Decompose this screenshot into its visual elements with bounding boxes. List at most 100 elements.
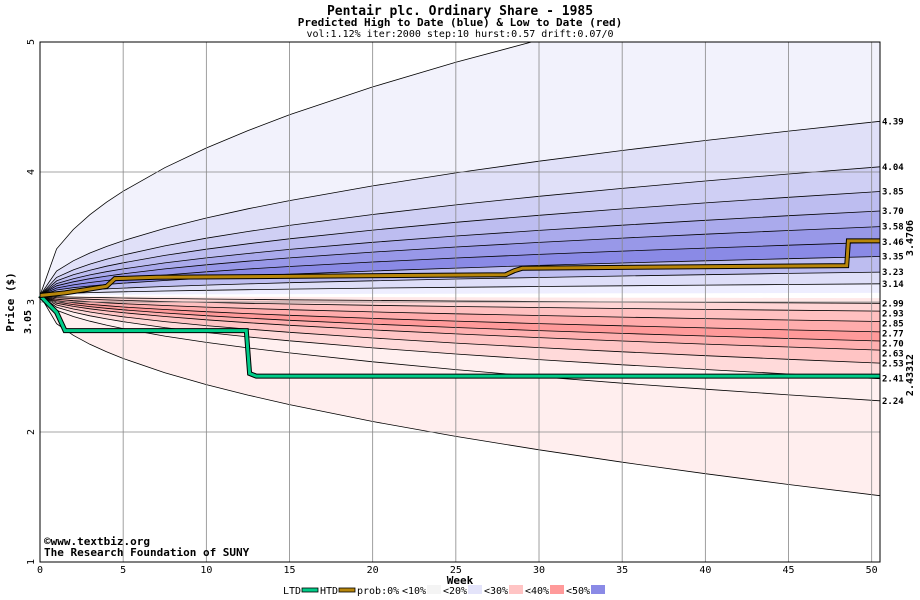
- band-end-label: 3.58: [882, 223, 904, 233]
- band-end-label: 2.53: [882, 359, 904, 369]
- band-boundary-line: [40, 295, 880, 322]
- legend-label: prob:0%: [357, 586, 399, 597]
- band-end-labels: 4.39 4.04 3.85 3.70 3.58 3.46 3.35 3.23 3.14 2.99…: [882, 117, 904, 407]
- low-band-fill: [40, 295, 880, 341]
- x-tick-label: 45: [782, 565, 794, 576]
- band-end-label: 3.14: [882, 280, 904, 290]
- band-end-label: 2.93: [882, 309, 904, 319]
- y-tick-label: 3: [26, 299, 37, 305]
- x-tick-label: 5: [120, 565, 126, 576]
- x-tick-label: 30: [533, 565, 545, 576]
- band-boundary-line: [40, 226, 880, 296]
- band-boundary-line: [40, 210, 880, 296]
- high-band-fill: [40, 42, 880, 296]
- band-end-label: 2.41: [882, 375, 904, 385]
- chart-title: Pentair plc. Ordinary Share - 1985: [327, 4, 593, 19]
- credit-line-2: The Research Foundation of SUNY: [44, 546, 250, 559]
- band-end-label: 2.63: [882, 349, 904, 359]
- band-boundary-line: [40, 166, 880, 296]
- legend-color-swatch: [550, 585, 564, 594]
- band-end-label: 2.70: [882, 339, 904, 349]
- x-tick-label: 50: [866, 565, 878, 576]
- legend: LTD HTD prob:0% <10% <20% <30% <40% <50%: [283, 585, 605, 597]
- y-axis-ticks: 1 2 3 4 5: [26, 39, 37, 565]
- high-band-fill: [40, 226, 880, 296]
- band-boundary-line: [40, 191, 880, 296]
- x-tick-label: 20: [367, 565, 379, 576]
- start-price-label: 3.05: [23, 310, 34, 334]
- band-end-label: 3.23: [882, 268, 904, 278]
- legend-color-swatch: [591, 585, 605, 594]
- plot-frame: [39, 41, 881, 563]
- band-boundary-line: [40, 283, 880, 296]
- legend-label: <20%: [443, 586, 467, 597]
- credit-line-1: ©www.textbiz.org: [44, 535, 150, 548]
- y-tick-label: 1: [26, 559, 37, 565]
- legend-color-swatch: [509, 585, 523, 594]
- low-band-fill: [40, 295, 880, 304]
- high-band-fill: [40, 211, 880, 296]
- htd-final-label: 3.4706: [905, 220, 916, 256]
- band-boundary-line: [40, 295, 880, 342]
- x-tick-label: 0: [37, 565, 43, 576]
- high-band-fill: [40, 121, 880, 296]
- y-tick-label: 2: [26, 429, 37, 435]
- band-end-label: 2.24: [882, 397, 904, 407]
- ltd-line: [38, 294, 880, 378]
- band-end-label: 3.70: [882, 207, 904, 217]
- x-axis-label: Week: [447, 574, 474, 587]
- band-end-label: 4.39: [882, 117, 904, 127]
- legend-label: <10%: [402, 586, 426, 597]
- band-end-label: 3.46: [882, 238, 904, 248]
- legend-line-swatch: [301, 587, 319, 593]
- legend-label: <50%: [566, 586, 590, 597]
- high-band-fill: [40, 242, 880, 296]
- band-end-label: 3.85: [882, 188, 904, 198]
- band-boundary-line: [40, 295, 880, 351]
- low-band-fill: [40, 295, 880, 364]
- band-end-label: 2.77: [882, 329, 904, 339]
- legend-label: <40%: [525, 586, 549, 597]
- low-band-fill: [40, 295, 880, 496]
- low-band-fill: [40, 295, 880, 379]
- band-boundary-line: [40, 295, 880, 333]
- x-tick-label: 25: [450, 565, 462, 576]
- x-tick-label: 40: [699, 565, 711, 576]
- high-band-fill: [40, 191, 880, 296]
- y-axis-label: Price ($): [4, 272, 17, 332]
- low-band-fill: [40, 295, 880, 332]
- legend-label: <30%: [484, 586, 508, 597]
- legend-line-swatch: [338, 587, 356, 593]
- probability-bands: [40, 42, 880, 496]
- x-tick-label: 15: [283, 565, 295, 576]
- legend-color-swatch: [427, 585, 441, 594]
- band-end-label: 2.85: [882, 319, 904, 329]
- y-tick-label: 5: [26, 39, 37, 45]
- high-band-fill: [40, 283, 880, 296]
- low-band-fill: [40, 295, 880, 351]
- band-end-label: 3.35: [882, 253, 904, 263]
- chart-params: vol:1.12% iter:2000 step:10 hurst:0.57 d…: [306, 29, 613, 40]
- band-boundary-line: [40, 241, 880, 296]
- band-boundary-line: [40, 295, 880, 497]
- htd-line: [39, 239, 880, 297]
- series-lines: [38, 238, 880, 379]
- band-boundary-line: [40, 120, 880, 296]
- legend-label: LTD: [283, 586, 301, 597]
- ltd-final-label: 2.43312: [905, 354, 916, 396]
- band-end-label: 4.04: [882, 163, 904, 173]
- band-end-label: 2.99: [882, 299, 904, 309]
- band-boundary-line: [40, 295, 880, 312]
- x-axis-ticks: 0 5 10 15 20 25 30 35 40 45 50: [37, 565, 878, 576]
- high-band-fill: [40, 166, 880, 296]
- low-band-fill: [40, 295, 880, 322]
- y-tick-label: 4: [26, 169, 37, 175]
- chart-subtitle: Predicted High to Date (blue) & Low to D…: [298, 16, 623, 29]
- low-band-fill: [40, 295, 880, 312]
- x-tick-label: 35: [616, 565, 628, 576]
- band-boundaries: [40, 42, 880, 497]
- legend-color-swatch: [468, 585, 482, 594]
- legend-label: HTD: [320, 586, 338, 597]
- band-boundary-line: [40, 42, 534, 296]
